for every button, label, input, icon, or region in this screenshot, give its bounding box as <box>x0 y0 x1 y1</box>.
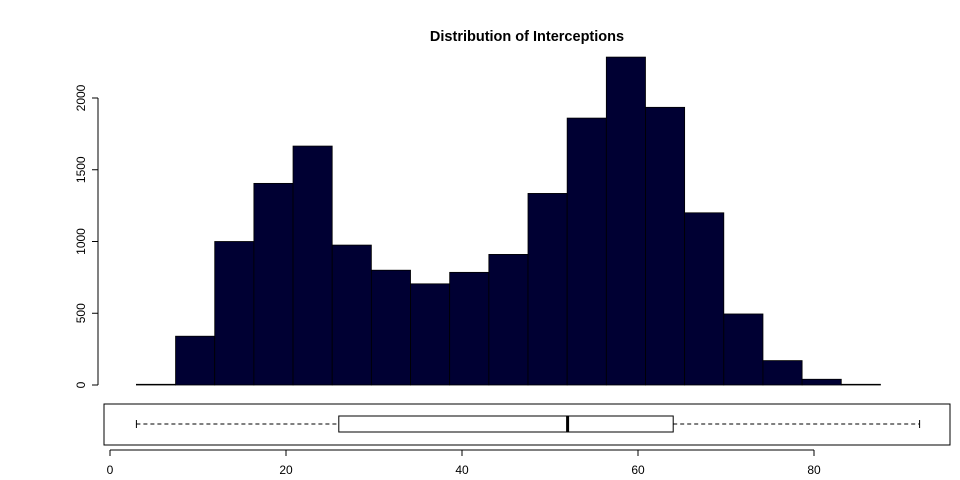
boxplot <box>135 415 921 433</box>
x-tick-label-0: 0 <box>107 463 114 477</box>
boxplot-box <box>338 415 674 433</box>
histogram-bar-12 <box>566 117 607 386</box>
histogram-bar-3 <box>214 241 255 386</box>
y-axis: 0 500 1000 1500 2000 <box>74 84 99 388</box>
histogram-bar-2 <box>175 335 216 386</box>
histogram-bar-10 <box>488 254 529 386</box>
y-tick-label-1500: 1500 <box>74 156 88 183</box>
histogram-bar-13 <box>605 56 646 386</box>
histogram-bars <box>135 56 881 386</box>
y-tick-label-1000: 1000 <box>74 228 88 255</box>
histogram-bar-9 <box>449 271 490 386</box>
y-tick-label-500: 500 <box>74 303 88 323</box>
histogram-bar-8 <box>410 283 451 386</box>
histogram-bar-16 <box>723 313 764 386</box>
x-tick-label-40: 40 <box>455 463 469 477</box>
chart-title: Distribution of Interceptions <box>430 29 624 45</box>
boxplot-panel-frame <box>103 403 951 446</box>
y-tick-label-0: 0 <box>74 381 88 388</box>
x-tick-label-80: 80 <box>807 463 821 477</box>
histogram-bar-11 <box>527 193 568 386</box>
histogram-bar-17 <box>762 360 803 386</box>
histogram-bar-4 <box>253 182 294 386</box>
histogram-bar-7 <box>370 269 411 386</box>
x-tick-label-60: 60 <box>631 463 645 477</box>
histogram-bar-5 <box>292 145 333 386</box>
y-tick-label-2000: 2000 <box>74 84 88 111</box>
histogram-bar-15 <box>684 212 725 386</box>
x-tick-label-20: 20 <box>279 463 293 477</box>
histogram-bar-14 <box>645 106 686 386</box>
x-axis: 0 20 40 60 80 <box>107 449 821 477</box>
histogram-bar-6 <box>331 244 372 386</box>
histogram-bar-19 <box>840 383 881 386</box>
histogram-bar-1 <box>135 383 176 386</box>
histogram-bar-18 <box>801 378 842 386</box>
